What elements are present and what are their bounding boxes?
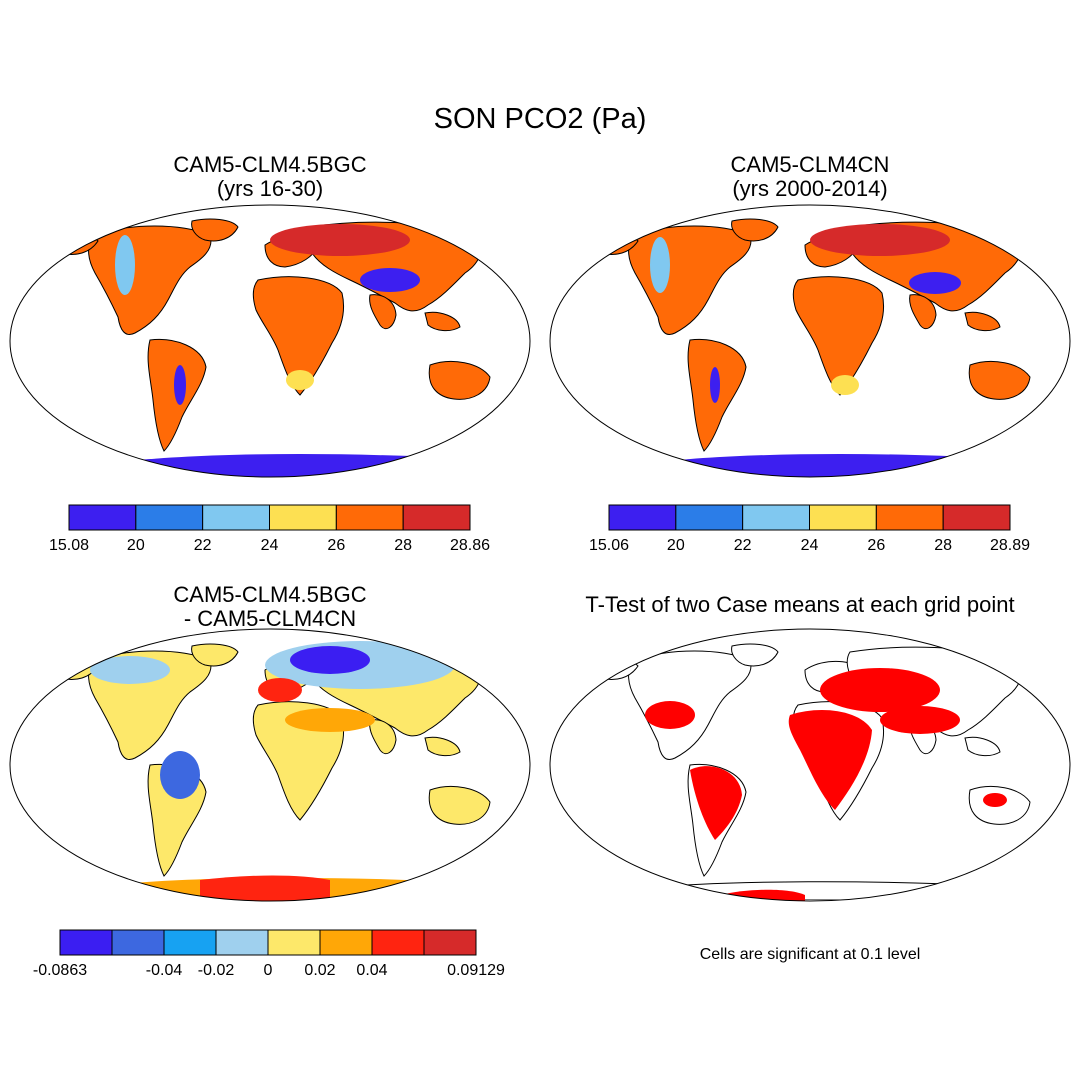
panel2-title-line1: CAM5-CLM4CN — [730, 152, 890, 177]
colorbar-tick-label: 28.89 — [990, 537, 1030, 554]
colorbar-swatch — [371, 929, 425, 956]
colorbar-swatch — [423, 929, 477, 956]
panel4-title: T-Test of two Case means at each grid po… — [520, 593, 1080, 617]
colorbar-tick-label: 26 — [327, 537, 345, 554]
colorbar-swatch — [335, 504, 404, 531]
figure-title: SON PCO2 (Pa) — [433, 103, 647, 135]
colorbar-swatch — [135, 504, 204, 531]
panel2-title: CAM5-CLM4CN (yrs 2000-2014) — [650, 153, 970, 201]
panel3-colorbar: -0.0863 -0.04 -0.02 0 0.02 0.04 0.09129 — [33, 929, 505, 979]
colorbar-tick-label: 20 — [667, 537, 685, 554]
colorbar-swatch — [742, 504, 811, 531]
colorbar-swatch — [68, 504, 137, 531]
colorbar-tick-label: 15.08 — [49, 537, 89, 554]
panel1-colorbar: 15.08 20 22 24 26 28 28.86 — [49, 504, 490, 554]
panel2-colorbar: 15.06 20 22 24 26 28 28.89 — [589, 504, 1030, 554]
colorbar-tick-label: -0.0863 — [33, 962, 87, 979]
panel1-title-line2: (yrs 16-30) — [216, 176, 324, 201]
colorbar-swatch — [809, 504, 877, 531]
panel1-title-line1: CAM5-CLM4.5BGC — [173, 152, 367, 177]
colorbar-tick-label: 22 — [194, 537, 212, 554]
colorbar-swatch — [402, 504, 471, 531]
colorbar-tick-label: 28 — [394, 537, 412, 554]
colorbar-swatch — [215, 929, 269, 956]
colorbar-swatch — [267, 929, 321, 956]
panel3-title-line1: CAM5-CLM4.5BGC — [173, 582, 367, 607]
colorbar-swatch — [269, 504, 337, 531]
colorbar-tick-label: 24 — [801, 537, 819, 554]
colorbar-swatch — [942, 504, 1011, 531]
colorbar-tick-label: 28.86 — [450, 537, 490, 554]
colorbar-tick-label: -0.04 — [146, 962, 183, 979]
panel3-title: CAM5-CLM4.5BGC - CAM5-CLM4CN — [110, 583, 430, 631]
colorbar-tick-label: 26 — [867, 537, 885, 554]
colorbar-tick-label: 0 — [264, 962, 273, 979]
colorbar-tick-label: -0.02 — [198, 962, 235, 979]
colorbar-tick-label: 15.06 — [589, 537, 629, 554]
panel1-map — [9, 204, 531, 478]
colorbar-swatch — [163, 929, 217, 956]
panel2-map — [549, 204, 1071, 478]
colorbar-tick-label: 22 — [734, 537, 752, 554]
colorbar-swatch — [608, 504, 677, 531]
colorbar-swatch — [202, 504, 271, 531]
panel3-title-line2: - CAM5-CLM4CN — [183, 606, 357, 631]
panel4-title-line1: T-Test of two Case means at each grid po… — [585, 592, 1015, 617]
colorbar-swatch — [59, 929, 113, 956]
colorbar-tick-label: 0.09129 — [447, 962, 505, 979]
significance-note: Cells are significant at 0.1 level — [699, 946, 921, 963]
colorbar-tick-label: 24 — [261, 537, 279, 554]
colorbar-swatch — [319, 929, 373, 956]
colorbar-tick-label: 28 — [934, 537, 952, 554]
colorbar-swatch — [111, 929, 165, 956]
panel1-title: CAM5-CLM4.5BGC (yrs 16-30) — [110, 153, 430, 201]
colorbar-tick-label: 20 — [127, 537, 145, 554]
panel4-map — [549, 628, 1071, 902]
panel3-map — [9, 628, 531, 902]
colorbar-tick-label: 0.02 — [304, 962, 335, 979]
colorbar-tick-label: 0.04 — [356, 962, 387, 979]
panel2-title-line2: (yrs 2000-2014) — [732, 176, 888, 201]
colorbar-swatch — [675, 504, 744, 531]
colorbar-swatch — [875, 504, 944, 531]
